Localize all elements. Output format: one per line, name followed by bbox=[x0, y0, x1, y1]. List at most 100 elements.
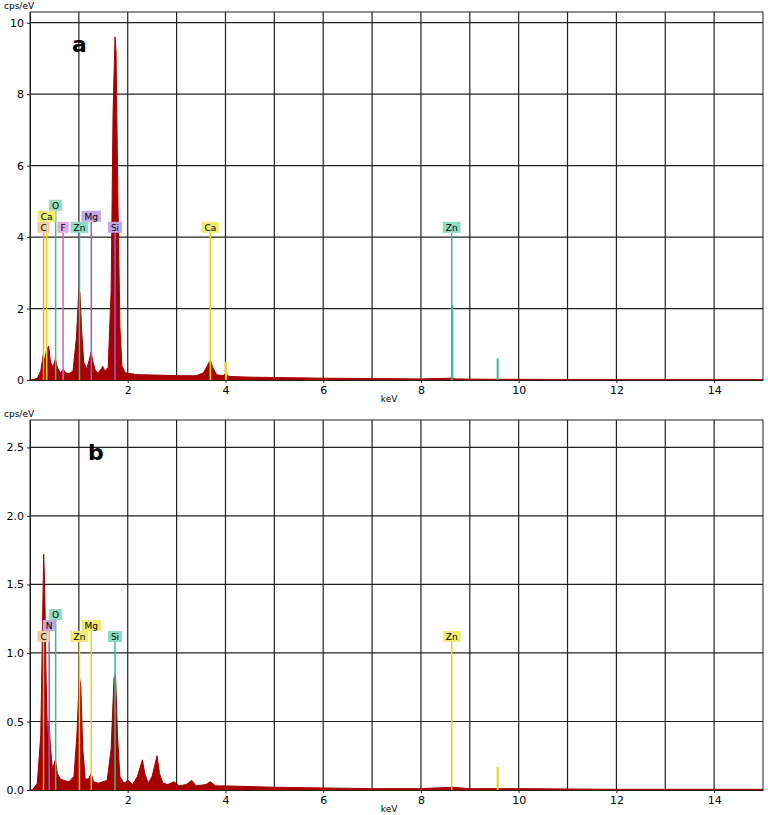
x-tick-label: 14 bbox=[708, 794, 722, 807]
element-label-text: Zn bbox=[446, 223, 458, 233]
y-tick: 0.0 bbox=[7, 784, 31, 797]
element-label: Ca bbox=[38, 211, 56, 222]
y-tick-label: 0.0 bbox=[7, 784, 25, 797]
element-label-text: Zn bbox=[446, 632, 458, 642]
element-label-text: Si bbox=[111, 223, 119, 233]
element-label-box bbox=[57, 222, 68, 233]
grid-line bbox=[665, 420, 666, 790]
element-line bbox=[114, 642, 116, 790]
element-line bbox=[43, 233, 45, 380]
grid-line bbox=[225, 12, 226, 380]
x-tick: 10 bbox=[512, 790, 526, 807]
y-tick-mark bbox=[27, 166, 30, 167]
x-tick: 8 bbox=[418, 380, 425, 397]
element-label: N bbox=[43, 620, 56, 631]
x-tick-mark bbox=[519, 380, 520, 383]
element-label: Zn bbox=[443, 222, 461, 233]
grid-line bbox=[30, 721, 763, 722]
x-tick: 14 bbox=[708, 790, 722, 807]
element-label-box bbox=[38, 211, 56, 222]
y-tick-label: 1.0 bbox=[7, 647, 25, 660]
x-tick: 2 bbox=[125, 790, 132, 807]
figure: CCaOFZnMgSiCaZn02468102468101214cps/eVke… bbox=[0, 0, 768, 815]
element-label: Mg bbox=[82, 211, 101, 222]
element-label-box bbox=[108, 222, 122, 233]
y-tick-mark bbox=[27, 721, 30, 722]
x-tick: 12 bbox=[610, 380, 624, 397]
x-tick-label: 12 bbox=[610, 794, 624, 807]
x-tick-mark bbox=[421, 790, 422, 793]
y-tick: 1.0 bbox=[7, 647, 31, 660]
x-tick-label: 8 bbox=[418, 794, 425, 807]
x-tick: 12 bbox=[610, 790, 624, 807]
element-line bbox=[91, 631, 93, 790]
y-tick: 2.5 bbox=[7, 441, 31, 454]
y-axis-title: cps/eV bbox=[4, 1, 35, 11]
element-line bbox=[451, 233, 453, 380]
element-line bbox=[210, 233, 212, 380]
element-label-box bbox=[201, 222, 219, 233]
y-axis-line bbox=[30, 13, 31, 381]
y-tick-mark bbox=[27, 237, 30, 238]
y-tick-label: 6 bbox=[17, 160, 24, 173]
x-tick-label: 10 bbox=[512, 384, 526, 397]
x-tick: 6 bbox=[320, 790, 327, 807]
grid-line bbox=[30, 447, 763, 448]
x-tick-mark bbox=[714, 380, 715, 383]
x-tick-mark bbox=[323, 380, 324, 383]
x-tick: 2 bbox=[125, 380, 132, 397]
element-label-box bbox=[443, 631, 461, 642]
element-label-box bbox=[71, 631, 89, 642]
x-tick: 14 bbox=[708, 380, 722, 397]
grid-line bbox=[274, 12, 275, 380]
element-line bbox=[451, 642, 453, 790]
element-label-box bbox=[49, 200, 62, 211]
grid-line bbox=[518, 420, 519, 790]
grid-line bbox=[371, 12, 372, 380]
plot-area bbox=[32, 554, 763, 790]
element-line bbox=[225, 362, 227, 380]
grid-line bbox=[30, 652, 763, 653]
x-tick-label: 4 bbox=[222, 794, 229, 807]
x-axis-line bbox=[31, 790, 764, 791]
element-label-text: Ca bbox=[41, 212, 53, 222]
x-tick: 6 bbox=[320, 380, 327, 397]
plot-frame bbox=[30, 420, 763, 790]
element-label-box bbox=[108, 631, 122, 642]
y-tick-mark bbox=[27, 309, 30, 310]
x-tick-mark bbox=[128, 790, 129, 793]
y-axis: 0.00.51.01.52.02.5 bbox=[7, 421, 31, 798]
element-line bbox=[46, 222, 48, 380]
y-tick: 0.5 bbox=[7, 716, 31, 729]
element-line bbox=[114, 233, 116, 380]
y-tick-label: 1.5 bbox=[7, 578, 25, 591]
y-axis-line bbox=[30, 421, 31, 791]
y-tick-mark bbox=[27, 653, 30, 654]
element-line bbox=[43, 642, 45, 790]
panel: CCaOFZnMgSiCaZn02468102468101214cps/eVke… bbox=[4, 1, 764, 404]
element-label-text: Zn bbox=[74, 223, 86, 233]
element-label: Si bbox=[108, 222, 122, 233]
element-label: C bbox=[37, 222, 49, 233]
y-tick-mark bbox=[27, 94, 30, 95]
panel-title: a bbox=[72, 32, 87, 57]
y-tick: 4 bbox=[17, 231, 30, 244]
x-tick-mark bbox=[519, 790, 520, 793]
element-label: F bbox=[57, 222, 68, 233]
y-tick-label: 0.5 bbox=[7, 716, 25, 729]
x-tick-label: 8 bbox=[418, 384, 425, 397]
grid-line bbox=[30, 94, 763, 95]
y-tick: 2 bbox=[17, 303, 30, 316]
spectrum bbox=[32, 37, 763, 380]
chart-root: CCaOFZnMgSiCaZn02468102468101214cps/eVke… bbox=[0, 0, 768, 815]
grid-line bbox=[30, 22, 763, 23]
y-tick-label: 8 bbox=[17, 88, 24, 101]
grid bbox=[30, 420, 763, 790]
element-label-text: Mg bbox=[85, 621, 98, 631]
x-tick-mark bbox=[128, 380, 129, 383]
element-label-text: O bbox=[52, 201, 59, 211]
x-tick-label: 4 bbox=[222, 384, 229, 397]
x-tick-mark bbox=[714, 790, 715, 793]
element-label: C bbox=[37, 631, 49, 642]
plot-area bbox=[32, 37, 763, 380]
